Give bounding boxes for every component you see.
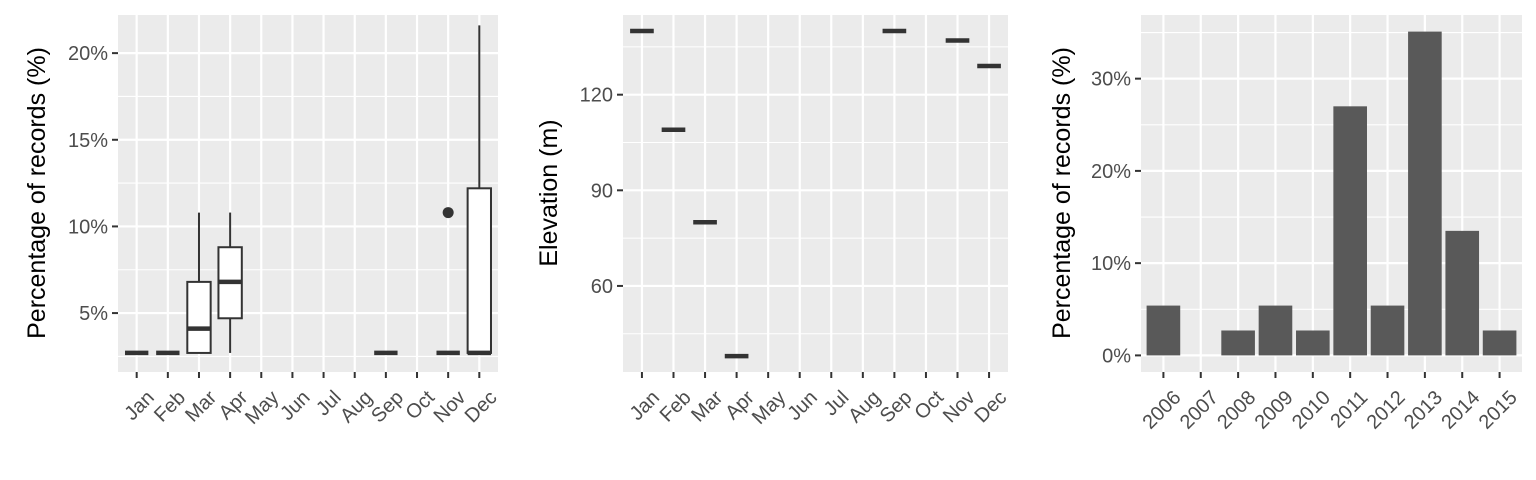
x-tick-label: 2012 [1363, 387, 1410, 434]
bar-2009 [1258, 305, 1293, 356]
y-tick-label: 10% [68, 216, 108, 238]
x-tick-label: Aug [844, 387, 885, 428]
x-tick-label: Nov [939, 387, 980, 428]
bar-2010 [1296, 330, 1330, 356]
x-tick-label: Oct [911, 386, 949, 424]
y-axis-title: Percentage of records (%) [1048, 47, 1076, 339]
x-tick-label: Oct [402, 386, 440, 424]
chart-panel-3: 0%10%20%30%20062007200820092010201120122… [1048, 15, 1522, 434]
y-tick-label: 20% [68, 43, 108, 65]
x-tick-label: 2013 [1400, 387, 1447, 434]
chart-panel-2: 6090120JanFebMarAprMayJunJulAugSepOctNov… [535, 15, 1011, 429]
y-tick-label: 5% [79, 303, 108, 325]
bar-2013 [1408, 31, 1442, 356]
y-tick-label: 10% [1091, 253, 1131, 275]
x-tick-label: Sep [876, 387, 917, 428]
y-tick-label: 90 [591, 180, 613, 202]
bar-2008 [1221, 330, 1255, 356]
y-tick-label: 20% [1091, 161, 1131, 183]
y-tick-label: 60 [591, 276, 613, 298]
y-tick-label: 15% [68, 130, 108, 152]
x-tick-label: Jan [120, 387, 158, 425]
y-tick-label: 0% [1102, 345, 1131, 367]
box-body [186, 280, 212, 354]
x-tick-label: 2006 [1139, 387, 1186, 434]
chart-panel-1: 5%10%15%20%JanFebMarAprMayJunJulAugSepOc… [23, 15, 502, 429]
y-axis-title: Elevation (m) [535, 119, 563, 266]
bar-2011 [1333, 106, 1367, 356]
x-tick-label: 2007 [1176, 387, 1223, 434]
bar-2012 [1370, 305, 1405, 356]
x-tick-label: Jun [784, 387, 822, 425]
bar-2006 [1146, 305, 1181, 356]
box-body [466, 187, 492, 354]
bar-2015 [1482, 330, 1517, 356]
x-tick-label: Dec [461, 387, 502, 428]
panel-background [118, 15, 498, 372]
box-Nov [436, 207, 460, 356]
x-tick-label: Mar [181, 386, 221, 426]
y-axis-title: Percentage of records (%) [23, 47, 51, 339]
x-tick-label: 2010 [1288, 387, 1335, 434]
x-tick-label: Feb [656, 387, 696, 427]
x-tick-label: Feb [150, 387, 190, 427]
x-tick-label: 2011 [1326, 387, 1372, 433]
x-tick-label: 2008 [1213, 387, 1260, 434]
panel-background [623, 15, 1008, 372]
x-tick-label: Mar [687, 386, 727, 426]
box-Dec [466, 25, 492, 356]
x-tick-label: Dec [970, 387, 1011, 428]
box-Apr [217, 212, 243, 353]
x-tick-label: 2015 [1475, 387, 1522, 434]
outlier-point [442, 207, 454, 219]
box-Mar [186, 212, 212, 354]
x-tick-label: Jan [626, 387, 664, 425]
y-tick-label: 120 [580, 85, 613, 107]
x-tick-label: Jun [276, 387, 314, 425]
x-tick-label: 2009 [1251, 387, 1298, 434]
x-tick-label: 2014 [1437, 387, 1484, 434]
bar-2014 [1445, 230, 1480, 356]
y-tick-label: 30% [1091, 69, 1131, 91]
